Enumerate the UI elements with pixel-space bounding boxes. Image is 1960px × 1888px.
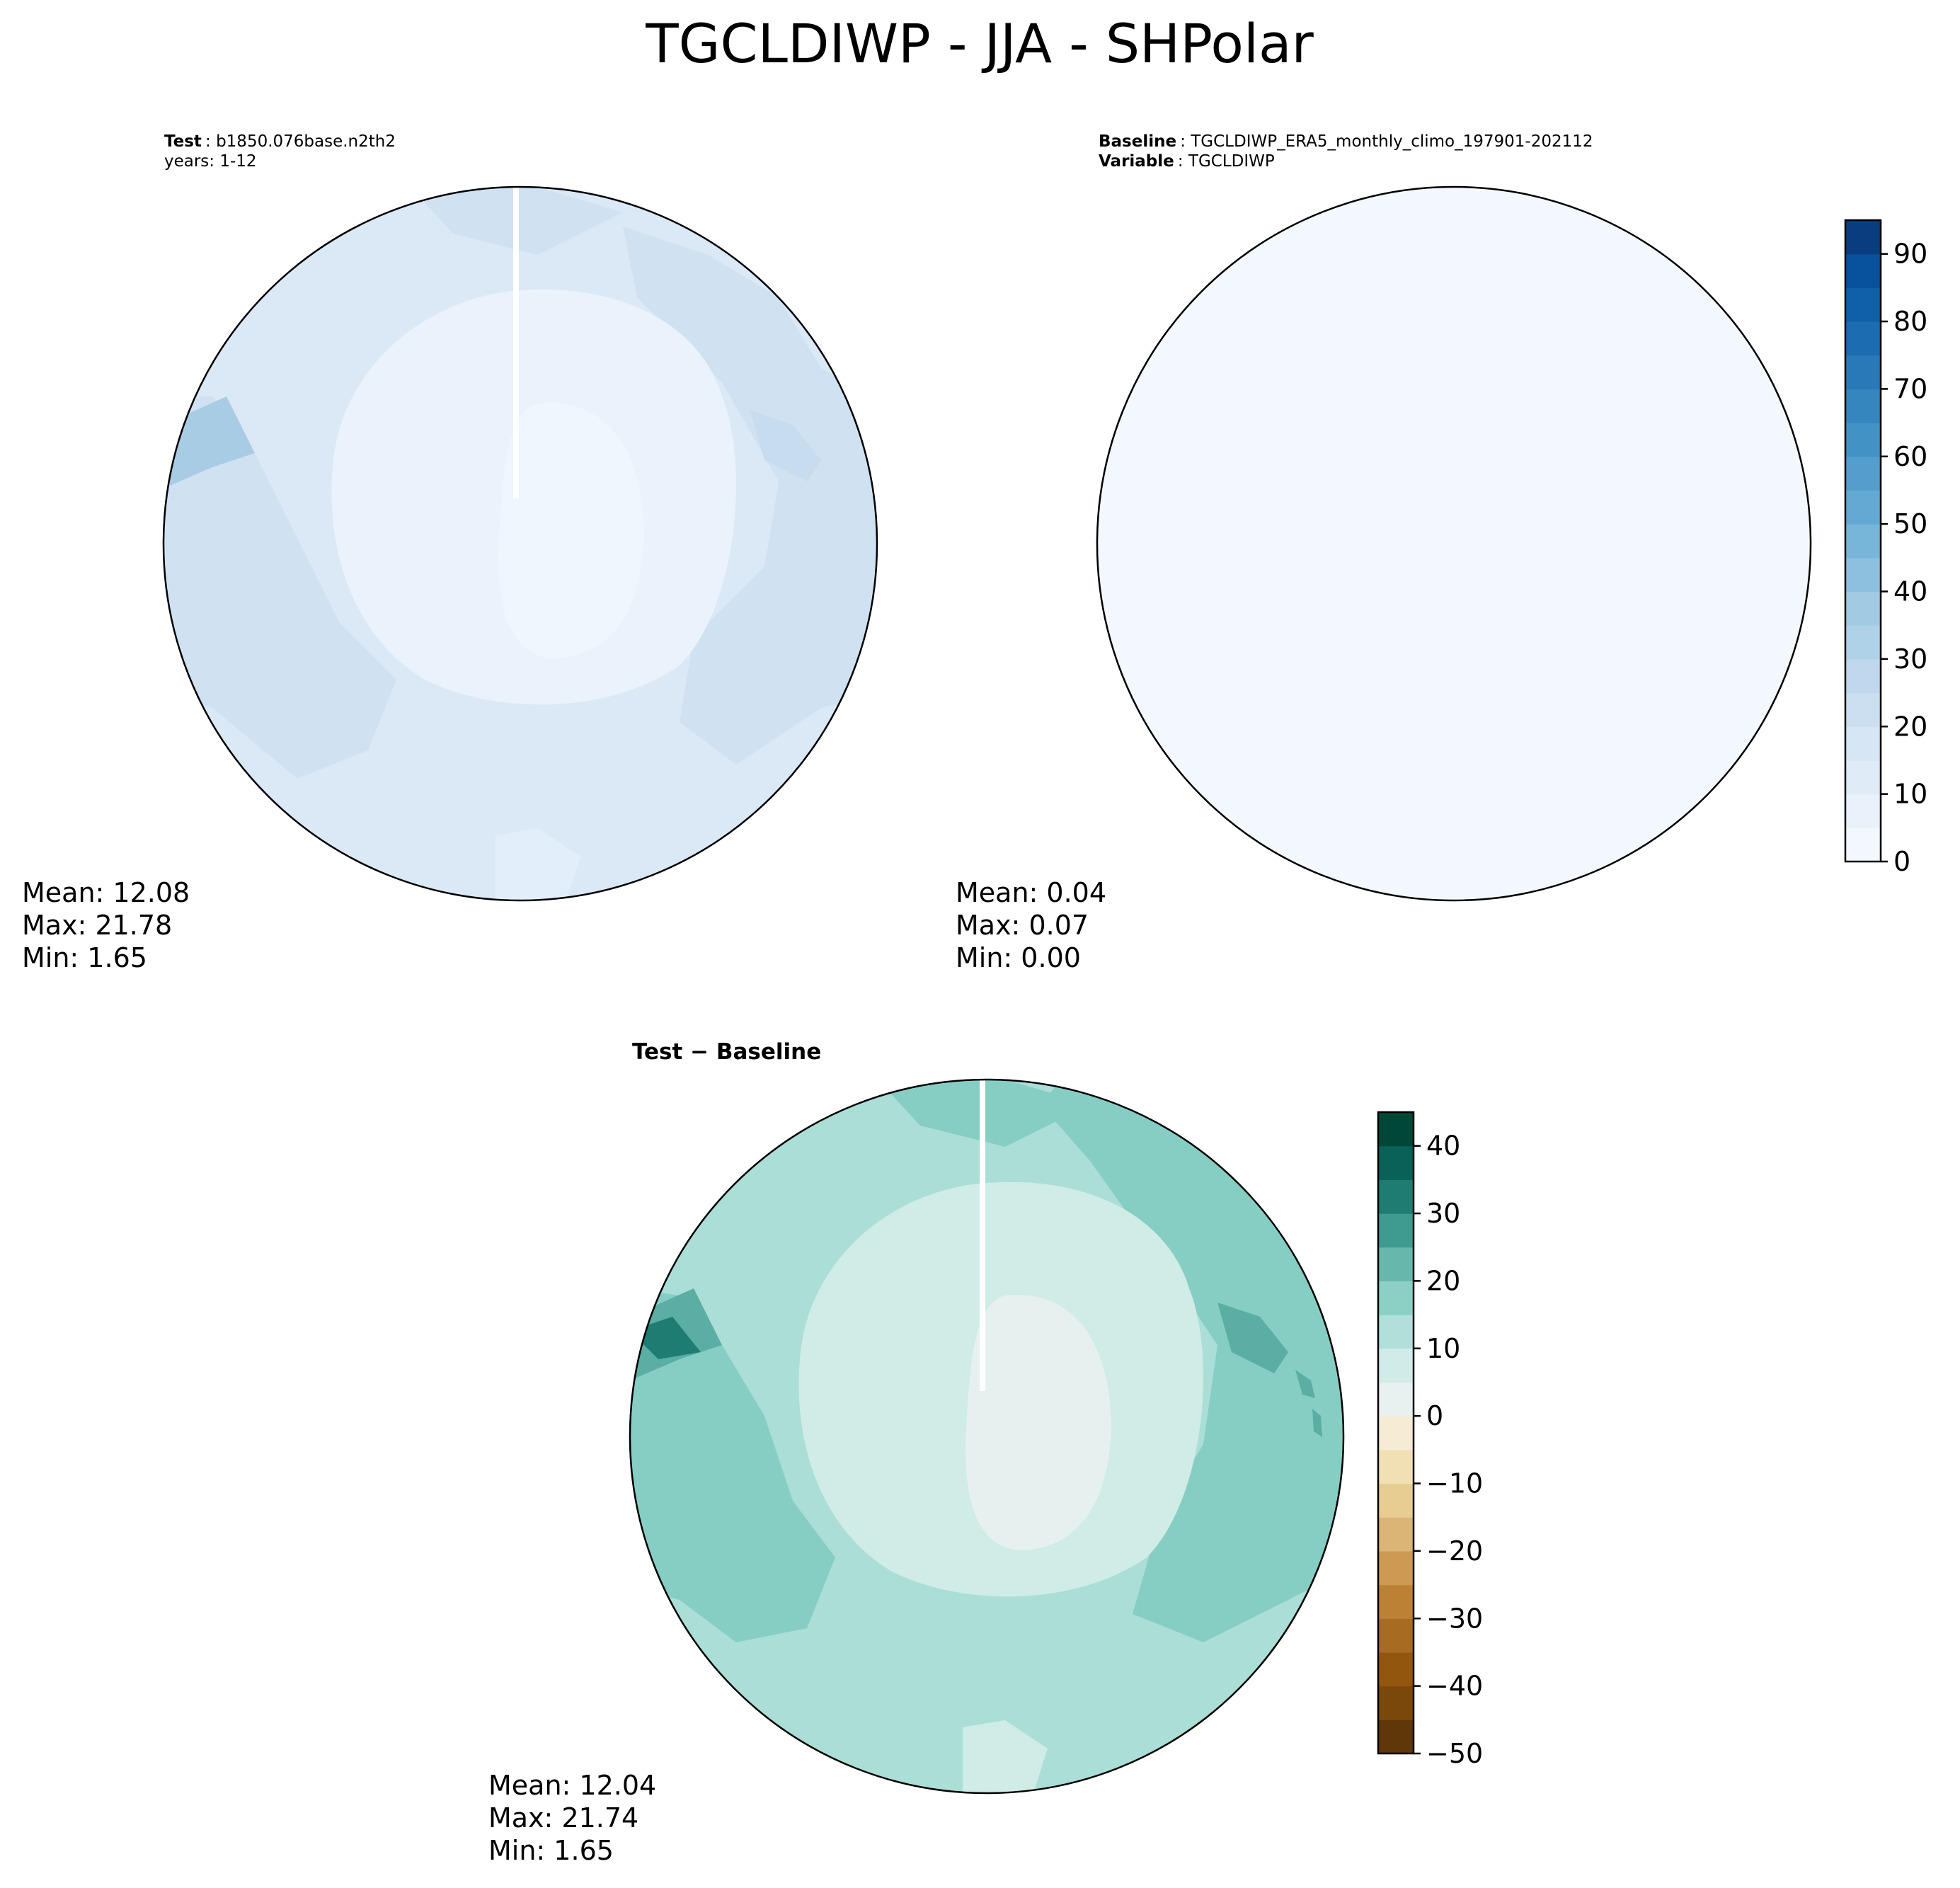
difference-colorbar-segment bbox=[1378, 1652, 1414, 1687]
baseline-colorbar-frame bbox=[1844, 219, 1882, 863]
baseline-header-line1: Baseline : TGCLDIWP_ERA5_monthly_climo_1… bbox=[1099, 132, 1593, 151]
difference-colorbar-segment bbox=[1378, 1382, 1414, 1417]
baseline-colorbar-segment bbox=[1845, 692, 1881, 727]
difference-colorbar-tick-label: 30 bbox=[1426, 1198, 1460, 1229]
test-map-field bbox=[164, 187, 877, 900]
difference-colorbar-tick-label: 20 bbox=[1426, 1265, 1460, 1296]
difference-colorbar-segment bbox=[1378, 1686, 1414, 1720]
panel-baseline: Baseline : TGCLDIWP_ERA5_monthly_climo_1… bbox=[956, 132, 1927, 973]
figure-title: TGCLDIWP - JJA - SHPolar bbox=[645, 12, 1314, 75]
baseline-header-value: : TGCLDIWP_ERA5_monthly_climo_197901-202… bbox=[1180, 132, 1593, 151]
baseline-header-line2: Variable : TGCLDIWP bbox=[1099, 152, 1275, 171]
difference-stat-mean: Mean: 12.04 bbox=[488, 1770, 656, 1801]
baseline-map-field bbox=[1097, 187, 1811, 900]
baseline-colorbar-segment bbox=[1845, 287, 1881, 322]
baseline-colorbar-segment bbox=[1845, 253, 1881, 288]
test-map-boundary bbox=[162, 185, 878, 902]
difference-colorbar-segment bbox=[1378, 1348, 1414, 1383]
baseline-colorbar-tick-label: 10 bbox=[1893, 779, 1927, 810]
difference-colorbar-segment bbox=[1378, 1112, 1414, 1147]
difference-stat-min: Min: 1.65 bbox=[488, 1835, 614, 1866]
difference-colorbar-segment bbox=[1378, 1550, 1414, 1586]
baseline-variable-value: : TGCLDIWP bbox=[1178, 152, 1275, 171]
test-header-value: : b1850.076base.n2th2 bbox=[205, 132, 396, 151]
difference-colorbar-segment bbox=[1378, 1483, 1414, 1518]
baseline-colorbar-segment bbox=[1845, 220, 1881, 255]
baseline-header-label: Baseline bbox=[1099, 132, 1176, 151]
difference-colorbar-tick-label: −30 bbox=[1426, 1603, 1483, 1634]
baseline-colorbar-segment bbox=[1845, 760, 1881, 795]
difference-map-boundary bbox=[629, 1078, 1345, 1795]
difference-colorbar-segment bbox=[1378, 1720, 1414, 1754]
difference-stat-max: Max: 21.74 bbox=[488, 1802, 638, 1833]
test-stat-mean: Mean: 12.08 bbox=[22, 877, 190, 908]
baseline-colorbar-tick-label: 90 bbox=[1893, 239, 1927, 270]
difference-title: Test − Baseline bbox=[632, 1039, 821, 1065]
baseline-colorbar-tick-label: 50 bbox=[1893, 508, 1927, 539]
difference-map-field bbox=[630, 1080, 1343, 1793]
difference-colorbar-segment bbox=[1378, 1247, 1414, 1282]
test-header-label: Test bbox=[164, 132, 202, 151]
baseline-colorbar-segment bbox=[1845, 355, 1881, 390]
difference-colorbar-segment bbox=[1378, 1517, 1414, 1552]
difference-colorbar-tick-label: 40 bbox=[1426, 1131, 1460, 1162]
baseline-stat-mean: Mean: 0.04 bbox=[956, 877, 1106, 908]
difference-colorbar-tick-label: 10 bbox=[1426, 1333, 1460, 1364]
difference-colorbar-tick-label: −40 bbox=[1426, 1671, 1483, 1702]
difference-colorbar-segment bbox=[1378, 1281, 1414, 1315]
baseline-stat-min: Min: 0.00 bbox=[956, 942, 1081, 973]
baseline-colorbar-segment bbox=[1845, 524, 1881, 559]
baseline-colorbar-segment bbox=[1845, 389, 1881, 423]
baseline-colorbar: 0 10 20 30 40 50 60 70 80 90 bbox=[1844, 219, 1927, 877]
baseline-colorbar-segment bbox=[1845, 726, 1881, 761]
baseline-colorbar-segment bbox=[1845, 591, 1881, 626]
baseline-colorbar-segment bbox=[1845, 658, 1881, 694]
baseline-colorbar-segment bbox=[1845, 321, 1881, 356]
baseline-colorbar-tick-label: 70 bbox=[1893, 373, 1927, 404]
difference-colorbar-frame bbox=[1377, 1111, 1415, 1755]
difference-colorbar-segment bbox=[1378, 1584, 1414, 1619]
baseline-colorbar-tick-label: 40 bbox=[1893, 576, 1927, 607]
test-stat-max: Max: 21.78 bbox=[22, 910, 172, 941]
difference-colorbar-segment bbox=[1378, 1145, 1414, 1180]
baseline-colorbar-tick-label: 80 bbox=[1893, 306, 1927, 337]
baseline-colorbar-tick-label: 30 bbox=[1893, 643, 1927, 675]
test-header-line1: Test : b1850.076base.n2th2 bbox=[164, 132, 396, 151]
baseline-colorbar-segment bbox=[1845, 828, 1881, 862]
panel-test: Test : b1850.076base.n2th2 years: 1-12 M… bbox=[22, 132, 878, 973]
difference-colorbar-tick-label: 0 bbox=[1426, 1400, 1443, 1431]
difference-colorbar-tick-label: −50 bbox=[1426, 1738, 1483, 1769]
difference-colorbar-segment bbox=[1378, 1618, 1414, 1653]
baseline-colorbar-segment bbox=[1845, 456, 1881, 491]
difference-colorbar: −50 −40 −30 −20 −10 0 10 20 30 40 bbox=[1377, 1111, 1483, 1769]
difference-colorbar-tick-label: −20 bbox=[1426, 1535, 1483, 1567]
baseline-map-boundary bbox=[1096, 185, 1812, 902]
difference-colorbar-segment bbox=[1378, 1449, 1414, 1484]
difference-colorbar-segment bbox=[1378, 1179, 1414, 1214]
difference-colorbar-segment bbox=[1378, 1213, 1414, 1248]
baseline-colorbar-segment bbox=[1845, 794, 1881, 828]
baseline-colorbar-tick-label: 20 bbox=[1893, 711, 1927, 742]
difference-colorbar-segment bbox=[1378, 1416, 1414, 1451]
baseline-colorbar-segment bbox=[1845, 423, 1881, 457]
test-stat-min: Min: 1.65 bbox=[22, 942, 147, 973]
difference-colorbar-segment bbox=[1378, 1315, 1414, 1349]
baseline-colorbar-tick-label: 0 bbox=[1893, 846, 1910, 877]
baseline-colorbar-segment bbox=[1845, 625, 1881, 660]
baseline-stat-max: Max: 0.07 bbox=[956, 910, 1089, 941]
baseline-variable-label: Variable bbox=[1099, 152, 1174, 171]
baseline-colorbar-segment bbox=[1845, 557, 1881, 593]
difference-colorbar-tick-label: −10 bbox=[1426, 1468, 1483, 1499]
baseline-colorbar-tick-label: 60 bbox=[1893, 441, 1927, 472]
baseline-colorbar-segment bbox=[1845, 490, 1881, 525]
test-header-line2: years: 1-12 bbox=[164, 152, 257, 171]
panel-difference: Test − Baseline Mean: 12.04 Max: 21.74 M… bbox=[488, 1039, 1483, 1866]
